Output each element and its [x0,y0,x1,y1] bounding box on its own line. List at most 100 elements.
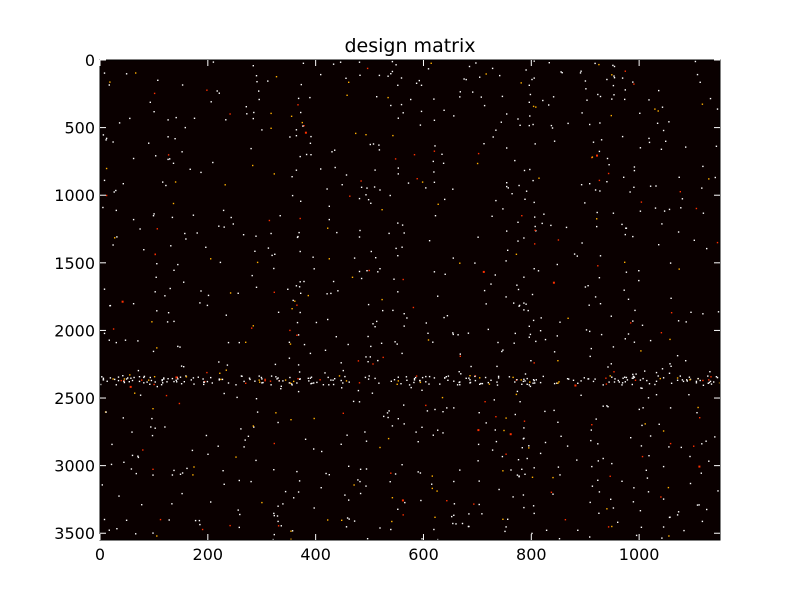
matrix-cell [433,171,435,173]
matrix-cell [535,340,537,343]
matrix-cell [108,84,110,86]
matrix-cell [359,229,361,232]
matrix-cell [360,180,362,182]
matrix-cell [584,286,587,288]
matrix-cell [573,253,576,255]
matrix-cell [426,410,429,412]
matrix-cell [364,376,367,379]
matrix-cell [561,72,563,74]
matrix-cell [143,376,145,379]
y-tick-label: 2000 [54,321,95,340]
matrix-cell [172,162,175,164]
matrix-cell [632,235,634,238]
matrix-cell [130,468,133,470]
matrix-cell [607,406,609,408]
matrix-cell [124,339,127,341]
matrix-cell [273,267,275,270]
matrix-cell [108,339,110,341]
matrix-cell [518,184,520,187]
matrix-cell [658,89,660,92]
matrix-cell [258,375,260,377]
matrix-cell [420,110,423,113]
matrix-cell [193,383,195,385]
matrix-cell [180,383,183,385]
matrix-cell [635,534,638,537]
matrix-cell [544,410,546,413]
matrix-cell [654,383,656,386]
matrix-cell [154,291,156,293]
matrix-cell [368,269,370,272]
matrix-cell [359,492,362,495]
matrix-cell [179,376,182,378]
matrix-cell [485,303,487,305]
matrix-cell [334,166,336,169]
matrix-cell [659,377,661,380]
matrix-cell [461,522,464,525]
matrix-cell [445,376,447,378]
matrix-cell [390,528,392,531]
matrix-cell [170,245,172,247]
matrix-cell [556,382,558,384]
matrix-cell [441,153,443,155]
matrix-cell [413,378,416,380]
matrix-cell [644,423,646,425]
matrix-cell [688,376,691,378]
matrix-cell [421,181,424,183]
matrix-cell [713,381,715,383]
matrix-cell [515,393,518,396]
matrix-cell [577,382,579,384]
matrix-cell [244,439,246,441]
matrix-cell [267,80,269,82]
matrix-cell [275,412,277,414]
matrix-cell [175,379,177,381]
matrix-cell [320,73,322,76]
matrix-cell [539,452,542,455]
matrix-cell [714,176,716,179]
matrix-cell [491,449,494,451]
matrix-cell [600,333,603,336]
matrix-cell [715,145,718,147]
matrix-cell [646,477,649,479]
matrix-cell [341,184,343,186]
matrix-cell [520,82,522,84]
matrix-cell [484,376,487,379]
matrix-cell [607,526,610,528]
matrix-cell [366,270,368,272]
matrix-cell [420,84,423,86]
matrix-cell [633,166,636,168]
matrix-cell [717,311,720,313]
matrix-cell [453,514,455,516]
matrix-cell [459,353,461,355]
matrix-cell [443,316,445,319]
matrix-cell [298,286,301,288]
matrix-cell [381,209,383,211]
matrix-cell [543,213,545,215]
matrix-cell [307,294,309,297]
matrix-cell [444,198,446,201]
matrix-cell [491,215,493,217]
matrix-cell [381,298,383,301]
matrix-cell [708,460,710,462]
matrix-cell [591,465,593,468]
matrix-cell [624,98,626,101]
matrix-cell [235,456,237,458]
matrix-cell [590,347,592,350]
matrix-cell [553,351,556,353]
matrix-cell [513,302,515,304]
matrix-cell [205,246,207,248]
matrix-cell [373,186,376,188]
matrix-cell [654,108,656,110]
matrix-cell [695,207,698,210]
matrix-cell [237,509,239,511]
matrix-hotspot [596,154,598,157]
matrix-cell [252,425,254,427]
matrix-cell [346,94,348,96]
matrix-cell [340,443,342,445]
matrix-cell [496,381,498,383]
matrix-cell [181,492,183,495]
matrix-cell [451,515,453,518]
matrix-cell [592,380,595,383]
matrix-cell [344,494,346,496]
matrix-cell [224,184,226,186]
matrix-cell [218,361,220,363]
